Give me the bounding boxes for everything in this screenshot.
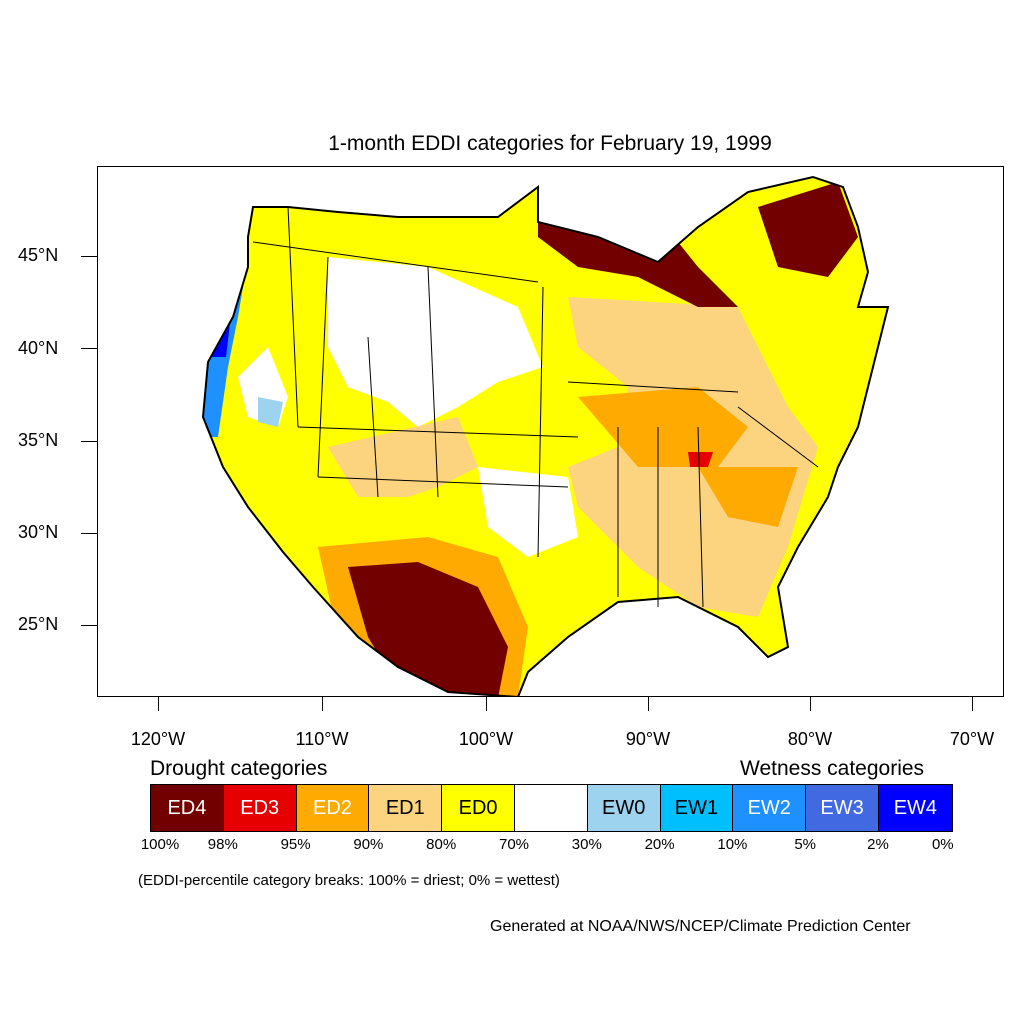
lat-tick — [81, 533, 97, 534]
legend-swatch-ed0: ED0 — [442, 785, 515, 831]
lon-tick — [322, 697, 323, 711]
percentile-label: 0% — [931, 836, 954, 853]
lat-tick — [81, 348, 97, 349]
lat-label-25: 25°N — [18, 614, 59, 634]
percentile-label: 2% — [867, 836, 889, 853]
no-anomaly-region-texas — [478, 467, 578, 557]
drought-legend-heading: Drought categories — [150, 757, 328, 780]
category-legend: ED4 ED3 ED2 ED1 ED0 EW0 EW1 EW2 EW3 EW4 — [150, 784, 953, 832]
eddi-map — [201, 175, 890, 696]
percentile-label: 70% — [498, 836, 530, 853]
percentile-label: 90% — [353, 836, 384, 853]
lat-label-30: 30°N — [18, 522, 59, 542]
legend-swatch-ed1: ED1 — [369, 785, 443, 831]
lon-label-80: 80°W — [787, 729, 833, 749]
legend-swatch-ew0: EW0 — [587, 785, 661, 831]
percentile-label: 20% — [644, 836, 675, 853]
map-title: 1-month EDDI categories for February 19,… — [328, 132, 772, 155]
percentile-label: 95% — [280, 836, 311, 853]
category-note: (EDDI-percentile category breaks: 100% =… — [138, 872, 560, 889]
percentile-label: 80% — [426, 836, 457, 853]
legend-swatch-ed2: ED2 — [296, 785, 370, 831]
map-area — [97, 166, 1004, 697]
legend-swatch-ew1: EW1 — [660, 785, 734, 831]
ed2-region-southeast — [698, 467, 798, 527]
lat-label-40: 40°N — [18, 338, 59, 358]
legend-swatch-ed4: ED4 — [151, 785, 224, 831]
lon-label-70: 70°W — [949, 729, 995, 749]
ed1-region-southwest — [328, 417, 478, 497]
legend-swatch-ed3: ED3 — [223, 785, 297, 831]
percentile-label: 5% — [794, 836, 817, 853]
lat-tick — [81, 441, 97, 442]
lon-tick — [648, 697, 649, 711]
lon-tick — [810, 697, 811, 711]
lon-label-100: 100°W — [458, 729, 514, 749]
legend-swatch-ew4: EW4 — [878, 785, 952, 831]
percentile-label: 98% — [207, 836, 238, 853]
coastline-outline — [201, 175, 890, 696]
lat-tick — [81, 625, 97, 626]
lon-tick — [486, 697, 487, 711]
lat-label-45: 45°N — [18, 245, 59, 265]
lon-label-120: 120°W — [130, 729, 186, 749]
no-anomaly-region-plains — [328, 257, 543, 427]
state-borders — [252, 206, 819, 608]
ew0-region-california — [258, 397, 283, 427]
ed2-region-ohio-valley — [578, 387, 748, 467]
lon-label-90: 90°W — [625, 729, 671, 749]
lon-label-110: 110°W — [295, 729, 349, 749]
lat-label-35: 35°N — [18, 430, 59, 450]
percentile-label: 30% — [571, 836, 602, 853]
lon-tick — [158, 697, 159, 711]
credit-line: Generated at NOAA/NWS/NCEP/Climate Predi… — [490, 918, 911, 935]
legend-swatch-neutral — [514, 785, 588, 831]
legend-swatch-ew2: EW2 — [733, 785, 807, 831]
ed4-region-quebec — [758, 182, 858, 277]
percentile-label: 100% — [140, 836, 180, 853]
ed3-region-kentucky — [688, 452, 713, 467]
wetness-legend-heading: Wetness categories — [740, 757, 925, 780]
lat-tick — [81, 256, 97, 257]
percentile-label: 10% — [717, 836, 748, 853]
legend-swatch-ew3: EW3 — [806, 785, 879, 831]
lon-tick — [972, 697, 973, 711]
